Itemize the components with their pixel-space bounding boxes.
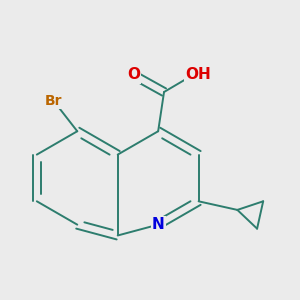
Text: O: O (127, 68, 140, 82)
Text: OH: OH (185, 67, 211, 82)
Text: Br: Br (45, 94, 62, 108)
Text: N: N (152, 217, 164, 232)
